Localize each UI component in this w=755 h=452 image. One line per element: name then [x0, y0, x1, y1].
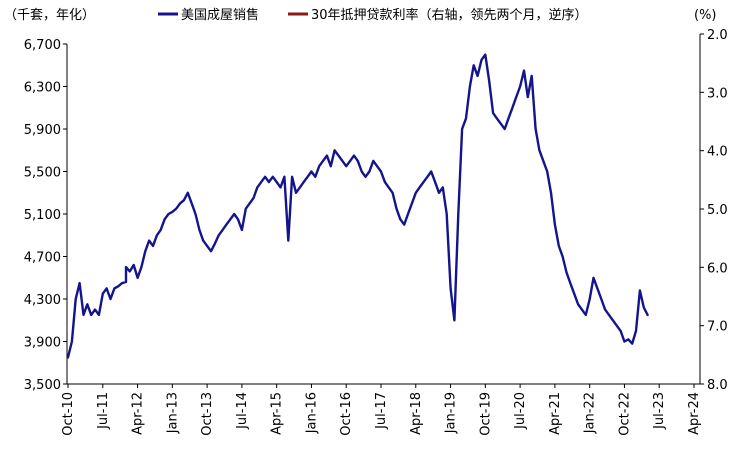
y-left-tick-label: 6,700: [24, 38, 61, 53]
x-tick-label: Jan-19: [444, 392, 459, 434]
series-line-0: [66, 53, 649, 359]
x-tick-label: Apr-24: [687, 392, 702, 435]
x-tick-label: Oct-13: [200, 392, 215, 436]
legend: 美国成屋销售 30年抵押贷款利率（右轴，领先两个月，逆序）: [158, 7, 588, 23]
y-right-tick-label: 3.0: [707, 86, 728, 101]
x-tick-label: Jan-13: [165, 392, 180, 434]
right-axis-unit: (%): [694, 8, 717, 23]
x-tick-label: Apr-18: [409, 392, 424, 435]
x-tick-label: Oct-10: [61, 392, 76, 436]
x-tick-label: Oct-22: [617, 392, 632, 436]
left-axis-unit: （千套，年化）: [4, 7, 95, 23]
legend-label-mortgage-rate: 30年抵押贷款利率（右轴，领先两个月，逆序）: [311, 7, 588, 23]
y-left-ticks: 3,500 3,900 4,300 4,700 5,100 5,500 5,900 6,300…: [24, 38, 67, 393]
x-tick-label: Apr-15: [270, 392, 285, 435]
y-right-tick-label: 4.0: [707, 145, 728, 160]
y-left-tick-label: 5,900: [24, 123, 61, 138]
x-tick-label: Jul-20: [513, 392, 528, 430]
x-tick-label: Apr-21: [548, 392, 563, 435]
y-right-ticks: 2.0 3.0 4.0 5.0 6.0 7.0 8.0: [700, 28, 728, 393]
y-left-tick-label: 5,500: [24, 166, 61, 181]
y-right-tick-label: 7.0: [707, 320, 728, 335]
x-tick-label: Oct-19: [478, 392, 493, 436]
x-tick-label: Oct-16: [339, 392, 354, 436]
y-left-tick-label: 4,300: [24, 293, 61, 308]
y-left-tick-label: 4,700: [24, 251, 61, 266]
x-ticks: Oct-10 Jul-11 Apr-12 Jan-13 Oct-13 Jul-14 Apr-…: [61, 384, 702, 436]
x-tick-label: Apr-12: [131, 392, 146, 435]
x-tick-label: Jan-16: [304, 392, 319, 434]
x-tick-label: Jan-22: [583, 392, 598, 434]
y-right-tick-label: 5.0: [707, 203, 728, 218]
y-left-tick-label: 3,500: [24, 378, 61, 393]
x-tick-label: Jul-23: [652, 392, 667, 430]
plot-area: [66, 53, 649, 359]
x-tick-label: Jul-14: [235, 392, 250, 430]
x-tick-label: Jul-17: [374, 392, 389, 430]
y-left-tick-label: 6,300: [24, 81, 61, 96]
y-right-tick-label: 2.0: [707, 28, 728, 43]
y-left-tick-label: 5,100: [24, 208, 61, 223]
x-tick-label: Jul-11: [96, 392, 111, 430]
legend-label-home-sales: 美国成屋销售: [181, 7, 259, 23]
y-right-tick-label: 6.0: [707, 261, 728, 276]
y-right-tick-label: 8.0: [707, 378, 728, 393]
y-left-tick-label: 3,900: [24, 336, 61, 351]
